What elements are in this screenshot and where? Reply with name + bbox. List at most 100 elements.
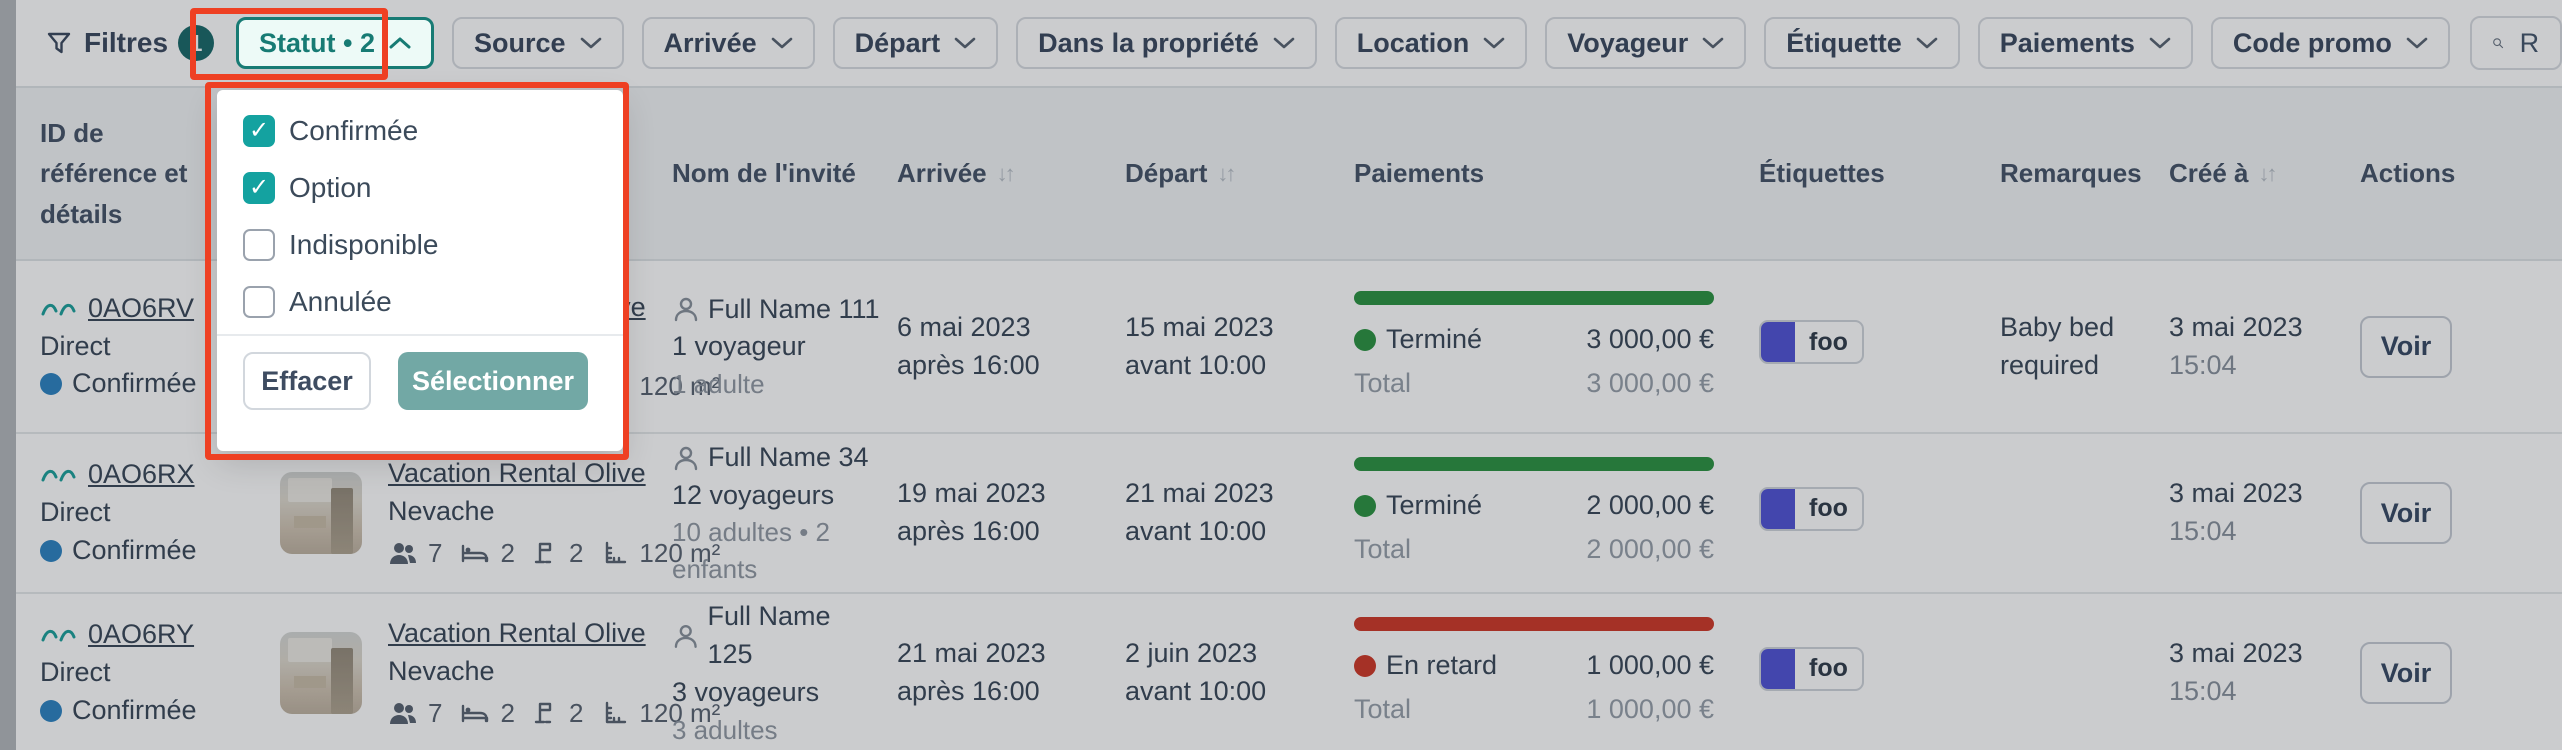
guest-travellers: 3 voyageurs [672, 676, 820, 707]
filter-etiquette-button[interactable]: Étiquette [1764, 17, 1960, 69]
sort-icon[interactable]: ↓↑ [2258, 160, 2278, 186]
property-photo[interactable] [280, 471, 362, 554]
status-option-annulee[interactable]: Annulée [243, 273, 597, 330]
chevron-down-icon [771, 37, 792, 49]
payment-status: En retard [1386, 650, 1498, 681]
checkbox[interactable] [243, 285, 275, 318]
departure-date: 15 mai 2023 [1125, 311, 1274, 342]
guest-travellers: 12 voyageurs [672, 479, 835, 510]
status-dot [40, 539, 62, 562]
property-photo[interactable] [280, 631, 362, 714]
filter-propriete-button[interactable]: Dans la propriété [1016, 17, 1317, 69]
person-icon [674, 624, 697, 648]
sort-icon[interactable]: ↓↑ [1217, 160, 1236, 186]
guest-travellers: 1 voyageur [672, 331, 806, 362]
waves-icon [41, 630, 76, 642]
payment-amount: 2 000,00 € [1586, 490, 1714, 521]
reference-search [2469, 16, 2562, 70]
reservation-id-link[interactable]: 0AO6RX [88, 459, 195, 490]
chevron-down-icon [2149, 37, 2171, 49]
created-time: 15:04 [2169, 676, 2237, 706]
header-tags: Étiquettes [1759, 158, 1885, 188]
chevron-down-icon [1483, 37, 1505, 49]
created-date: 3 mai 2023 [2169, 311, 2303, 342]
filter-voyageur-button[interactable]: Voyageur [1545, 17, 1747, 69]
arrival-date: 21 mai 2023 [897, 638, 1046, 669]
created-date: 3 mai 2023 [2169, 478, 2303, 509]
reservation-id-link[interactable]: 0AO6RV [88, 292, 195, 323]
payment-status: Terminé [1386, 490, 1483, 521]
tag-color-swatch [1761, 648, 1795, 689]
filter-paiements-button[interactable]: Paiements [1977, 17, 2193, 69]
filter-location-button[interactable]: Location [1334, 17, 1528, 69]
payment-total-label: Total [1354, 534, 1412, 564]
checkbox[interactable] [243, 114, 275, 147]
payment-amount: 1 000,00 € [1586, 650, 1714, 681]
waves-icon [41, 303, 76, 316]
filter-depart-button[interactable]: Départ [832, 17, 999, 69]
filter-source-button[interactable]: Source [452, 17, 624, 69]
tag-pill[interactable]: foo [1759, 486, 1864, 531]
chevron-down-icon [2406, 37, 2428, 49]
payment-status-dot [1354, 328, 1376, 351]
departure-date: 21 mai 2023 [1125, 478, 1274, 509]
header-created[interactable]: Créé à ↓↑ [2169, 158, 2278, 188]
remarks-text: Baby bed required [2000, 311, 2115, 380]
status-option-indisponible[interactable]: Indisponible [243, 216, 597, 273]
apply-button[interactable]: Sélectionner [398, 352, 588, 410]
payment-total: 2 000,00 € [1586, 534, 1714, 564]
voir-button[interactable]: Voir [2360, 315, 2452, 378]
guests-icon [390, 702, 416, 724]
sort-icon[interactable]: ↓↑ [996, 160, 1016, 186]
filter-statut-button[interactable]: Statut • 2 [236, 17, 434, 69]
filter-bar: Filtres 1 Statut • 2 Source Arrivée Dépa… [16, 0, 2562, 86]
created-time: 15:04 [2169, 349, 2237, 380]
tag-pill[interactable]: foo [1759, 646, 1864, 691]
status-option-option[interactable]: Option [243, 159, 597, 216]
bed-icon [462, 704, 489, 722]
property-name-link[interactable]: Vacation Rental Olive [388, 458, 646, 488]
voir-button[interactable]: Voir [2360, 482, 2452, 544]
payment-total-label: Total [1354, 694, 1412, 724]
shower-icon [534, 702, 552, 723]
guest-composition: 1 adulte [672, 369, 765, 400]
guest-composition: 10 adultes • 2 enfants [672, 517, 830, 584]
waves-icon [41, 470, 76, 482]
status-label: Confirmée [72, 694, 197, 725]
clear-button[interactable]: Effacer [243, 352, 371, 410]
status-option-confirmee[interactable]: Confirmée [243, 102, 597, 159]
guest-name: Full Name 125 [707, 601, 831, 669]
area-icon [606, 701, 627, 723]
created-date: 3 mai 2023 [2169, 638, 2303, 669]
property-name-link[interactable]: Vacation Rental Olive [388, 618, 646, 648]
voir-button[interactable]: Voir [2360, 642, 2452, 704]
payment-progress-bar [1354, 617, 1714, 632]
payment-total: 3 000,00 € [1586, 367, 1714, 398]
filter-funnel-icon [47, 32, 71, 54]
guests-icon [390, 542, 416, 564]
payment-status-dot [1354, 495, 1376, 518]
shower-icon [534, 542, 552, 563]
checkbox[interactable] [243, 171, 275, 204]
tag-color-swatch [1761, 322, 1795, 363]
status-dot [40, 373, 62, 396]
payment-amount: 3 000,00 € [1586, 323, 1714, 354]
payment-status: Terminé [1386, 323, 1483, 354]
header-guest: Nom de l'invité [672, 158, 856, 188]
reference-search-input[interactable] [2519, 27, 2540, 59]
chevron-down-icon [1702, 37, 1724, 49]
status-filter-dropdown: Confirmée Option Indisponible Annulée Ef… [217, 90, 623, 451]
guest-name: Full Name 111 [708, 293, 880, 324]
reservation-id-link[interactable]: 0AO6RY [88, 619, 195, 650]
filter-code-promo-button[interactable]: Code promo [2210, 17, 2450, 69]
filter-arrivee-button[interactable]: Arrivée [641, 17, 815, 69]
arrival-time: après 16:00 [897, 676, 1040, 706]
header-arrival[interactable]: Arrivée ↓↑ [897, 158, 1016, 188]
tag-pill[interactable]: foo [1759, 320, 1864, 365]
checkbox[interactable] [243, 228, 275, 261]
header-id: ID de référence et détails [40, 118, 188, 229]
header-departure[interactable]: Départ ↓↑ [1125, 158, 1236, 188]
filters-label: Filtres [84, 27, 169, 58]
table-row: 0AO6RX Direct Confirmée Vacation Rental … [16, 434, 2562, 594]
